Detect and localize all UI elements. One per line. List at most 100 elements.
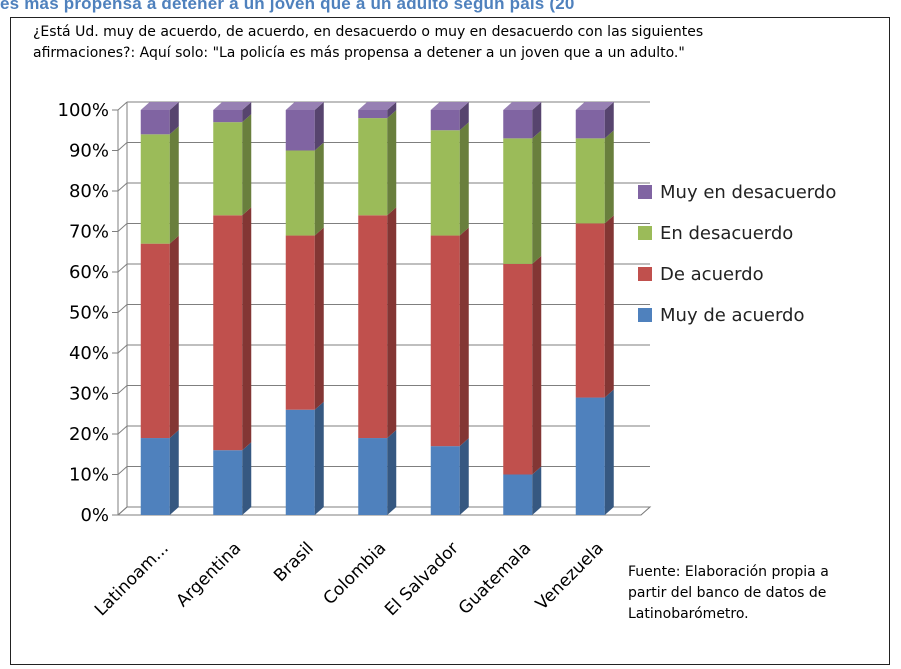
xtick-label: Argentina bbox=[172, 538, 245, 611]
xtick-label: Guatemala bbox=[455, 538, 535, 618]
ytick-label: 90% bbox=[69, 141, 109, 162]
legend-label: De acuerdo bbox=[660, 264, 764, 285]
gridline-side bbox=[117, 182, 128, 192]
chart-title: ¿Está Ud. muy de acuerdo, de acuerdo, en… bbox=[33, 22, 883, 64]
ytick-label: 60% bbox=[69, 262, 109, 283]
xtick-label: Latinoam... bbox=[91, 538, 173, 620]
gridline-side bbox=[117, 223, 128, 232]
bar-segment bbox=[285, 235, 315, 410]
ytick-label: 10% bbox=[69, 465, 109, 486]
bar-segment-side bbox=[387, 102, 397, 119]
legend-swatch bbox=[638, 308, 652, 322]
gridline-side bbox=[117, 101, 128, 111]
bar-segment bbox=[213, 122, 243, 216]
bar-segment bbox=[575, 397, 605, 515]
source-line-3: Latinobarómetro. bbox=[628, 606, 749, 622]
gridline-side bbox=[117, 304, 128, 313]
source-line-2: partir del banco de datos de bbox=[628, 585, 827, 601]
bar-segment bbox=[575, 110, 605, 139]
bar-segment bbox=[213, 450, 243, 515]
bar-segment-side bbox=[604, 215, 614, 398]
bar-segment bbox=[503, 110, 533, 139]
bar-segment bbox=[213, 110, 243, 123]
chart-title-line-2: afirmaciones?: Aquí solo: "La policía es… bbox=[33, 45, 685, 61]
legend-swatch bbox=[638, 185, 652, 199]
bar-segment-side bbox=[532, 130, 542, 264]
bar-segment-side bbox=[314, 142, 324, 236]
bar-segment bbox=[358, 438, 388, 515]
bar-segment-side bbox=[532, 466, 542, 515]
bar-segment bbox=[575, 138, 605, 224]
bar-segment-side bbox=[532, 255, 542, 475]
legend-label: Muy en desacuerdo bbox=[660, 182, 836, 203]
bar-segment bbox=[503, 474, 533, 515]
bar-segment bbox=[430, 235, 460, 447]
bar-segment-side bbox=[459, 438, 469, 515]
bar-segment-side bbox=[242, 207, 252, 451]
xtick-label: Venezuela bbox=[532, 538, 608, 614]
bar-segment-side bbox=[459, 227, 469, 447]
bar-segment bbox=[285, 409, 315, 515]
source-note: Fuente: Elaboración propia a partir del … bbox=[628, 562, 888, 625]
legend-swatch bbox=[638, 226, 652, 240]
bar-segment-side bbox=[604, 130, 614, 224]
chart-title-line-1: ¿Está Ud. muy de acuerdo, de acuerdo, en… bbox=[33, 24, 704, 40]
bar-segment-top bbox=[358, 102, 397, 110]
xtick-label: Colombia bbox=[320, 538, 391, 609]
bar-segment bbox=[285, 150, 315, 236]
bar-segment bbox=[503, 138, 533, 264]
bar-segment-side bbox=[242, 114, 252, 216]
gridline-side bbox=[117, 263, 128, 273]
bar-segment-side bbox=[314, 102, 324, 151]
bar-segment bbox=[575, 223, 605, 398]
bar-segment-top bbox=[213, 102, 252, 110]
bar-segment-top bbox=[285, 102, 324, 110]
bar-segment bbox=[503, 263, 533, 475]
bar-segment-side bbox=[459, 122, 469, 236]
bar-segment-side bbox=[169, 235, 179, 439]
bar-segment-side bbox=[532, 102, 542, 139]
bar-segment-side bbox=[459, 102, 469, 131]
bar-segment bbox=[140, 134, 170, 244]
gridline-side bbox=[117, 506, 128, 516]
bar-segment-side bbox=[169, 102, 179, 135]
bar-segment bbox=[285, 110, 315, 151]
bar-segment-side bbox=[604, 102, 614, 139]
source-line-1: Fuente: Elaboración propia a bbox=[628, 564, 829, 580]
bar-segment bbox=[140, 243, 170, 439]
bar-segment bbox=[430, 110, 460, 131]
bar-segment bbox=[358, 110, 388, 119]
bar-segment bbox=[140, 110, 170, 135]
bar-segment bbox=[430, 130, 460, 236]
legend-label: Muy de acuerdo bbox=[660, 305, 804, 326]
ytick-label: 30% bbox=[69, 384, 109, 405]
bar-segment-side bbox=[604, 389, 614, 515]
bar-segment bbox=[140, 438, 170, 515]
bar-segment-side bbox=[242, 442, 252, 515]
bar-segment-side bbox=[169, 430, 179, 515]
gridline-side bbox=[117, 385, 128, 394]
report-title: es más propensa a detener a un joven que… bbox=[0, 0, 575, 13]
ytick-label: 50% bbox=[69, 303, 109, 324]
bar-segment-side bbox=[387, 110, 397, 216]
bar-segment-side bbox=[387, 430, 397, 515]
bar-segment-top bbox=[430, 102, 469, 110]
ytick-label: 70% bbox=[69, 222, 109, 243]
bar-segment bbox=[358, 118, 388, 216]
bar-segment bbox=[213, 215, 243, 451]
bar-segment-side bbox=[314, 227, 324, 410]
ytick-label: 40% bbox=[69, 343, 109, 364]
ytick-label: 80% bbox=[69, 181, 109, 202]
gridline-side bbox=[117, 425, 128, 435]
bar-segment-top bbox=[503, 102, 542, 110]
legend-label: En desacuerdo bbox=[660, 223, 793, 244]
bar-segment bbox=[430, 446, 460, 515]
xtick-label: El Salvador bbox=[381, 538, 463, 620]
bar-segment-side bbox=[387, 207, 397, 439]
bar-segment bbox=[358, 215, 388, 439]
ytick-label: 100% bbox=[58, 100, 109, 121]
ytick-label: 20% bbox=[69, 424, 109, 445]
gridline-side bbox=[117, 466, 128, 475]
bar-segment-top bbox=[140, 102, 179, 110]
